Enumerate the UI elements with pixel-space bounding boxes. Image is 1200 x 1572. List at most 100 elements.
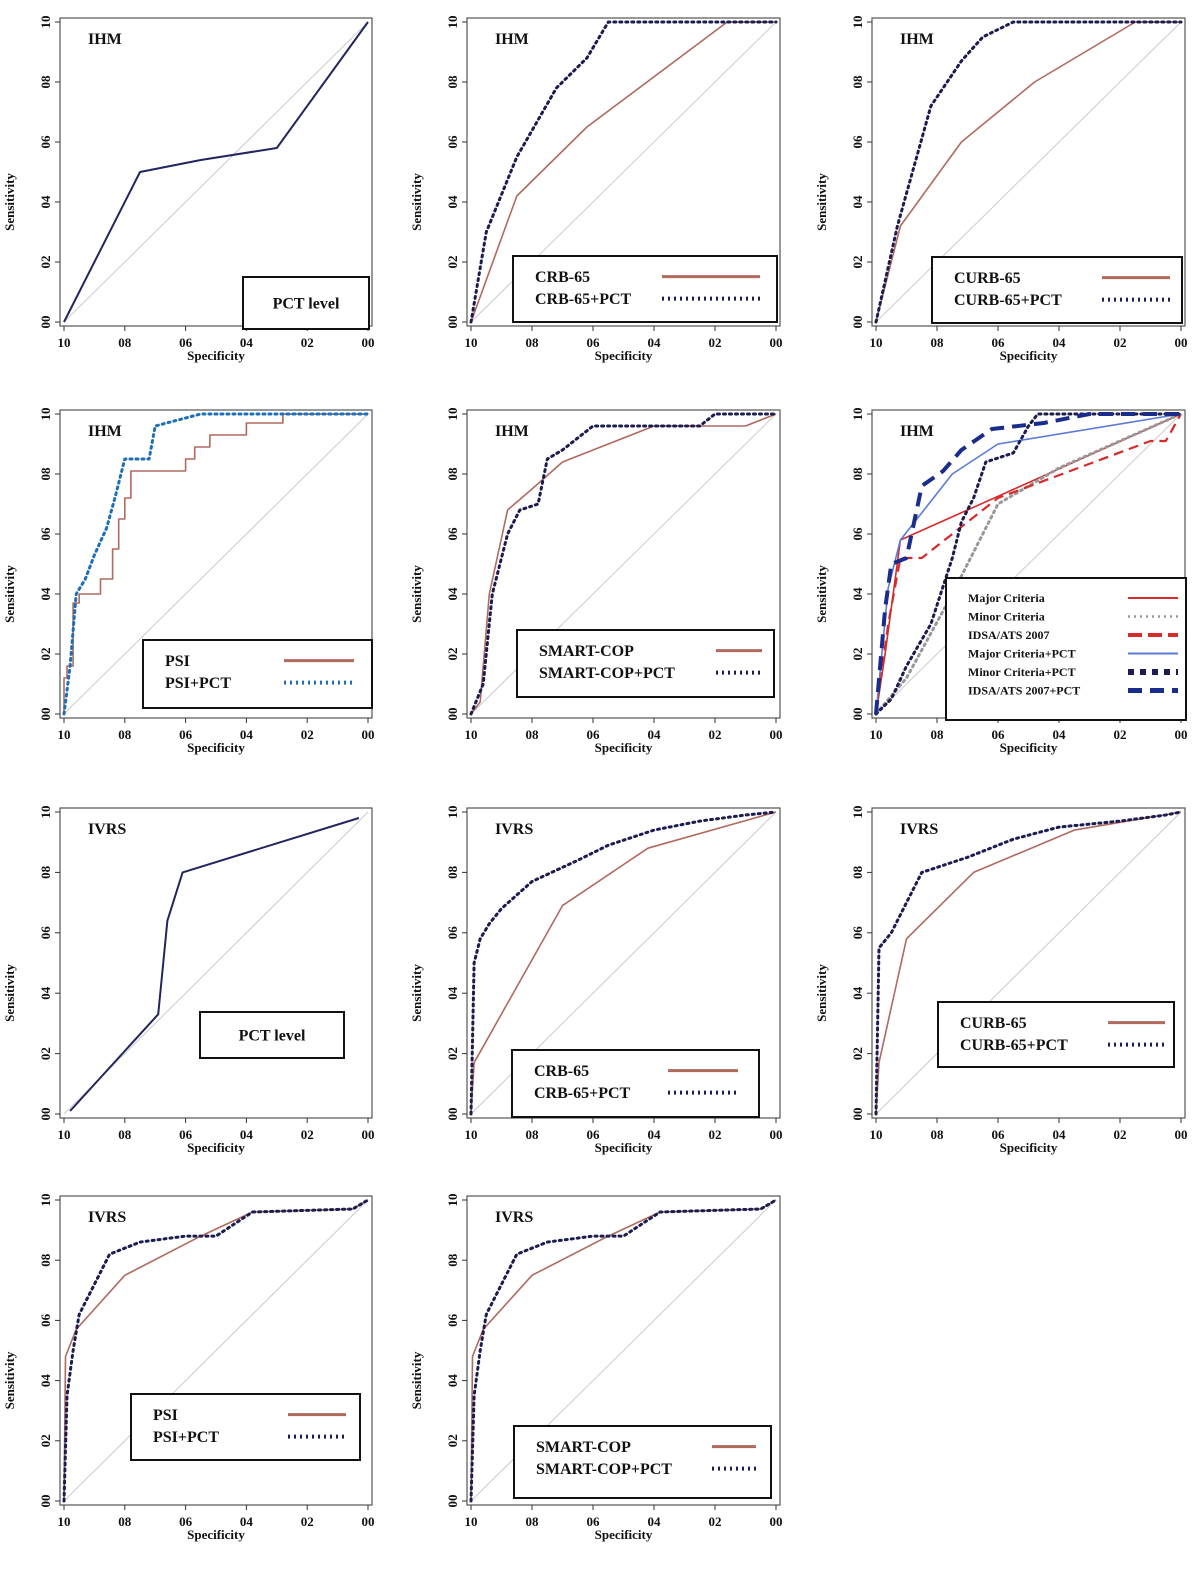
panel-title: IHM (900, 423, 934, 440)
x-axis-label: Specificity (1000, 1140, 1058, 1155)
series-line-major-criteria-pct (875, 413, 1182, 715)
x-tick-label: 10 (58, 1514, 71, 1529)
y-tick-label: 06 (445, 135, 460, 149)
x-axis-label: Specificity (187, 1527, 245, 1542)
y-tick-label: 04 (850, 195, 865, 209)
x-axis-label: Specificity (595, 1527, 653, 1542)
x-tick-label: 04 (1053, 335, 1067, 350)
legend-box (199, 1011, 345, 1059)
reference-diagonal (63, 1199, 369, 1502)
y-axis-label: Sensitivity (814, 173, 829, 231)
roc-panel-1: 10 08 06 04 02 00 00 02 04 06 08 10 Specificity Sensi… (2, 16, 375, 364)
x-tick-label: 08 (118, 1127, 132, 1142)
y-tick-label: 06 (445, 1313, 460, 1327)
legend-label: CURB-65 (960, 1015, 1027, 1032)
series-line-curb-65-pct (874, 810, 1183, 1116)
y-axis-label: Sensitivity (409, 565, 424, 623)
legend-label: CURB-65+PCT (960, 1037, 1068, 1054)
y-tick-label: 06 (445, 926, 460, 940)
y-tick-label: 00 (445, 1495, 460, 1508)
x-tick-label: 02 (1114, 1127, 1127, 1142)
x-tick-label: 08 (118, 727, 132, 742)
series-line-minor-criteria (874, 412, 1183, 716)
legend-label: IDSA/ATS 2007 (968, 628, 1049, 642)
legend-label: CRB-65 (535, 269, 590, 286)
y-tick-label: 06 (850, 527, 865, 541)
y-tick-label: 10 (38, 806, 53, 819)
legend-label: CURB-65 (954, 270, 1021, 287)
x-tick-label: 10 (465, 1514, 478, 1529)
reference-diagonal (63, 413, 369, 715)
y-tick-label: 04 (38, 1374, 53, 1388)
series-line-crb-65-pct (469, 810, 778, 1116)
y-tick-label: 04 (445, 587, 460, 601)
legend-label: SMART-COP+PCT (536, 1461, 672, 1478)
roc-panel-6: 10 08 06 04 02 00 00 02 04 06 08 10 Specificity Sensi… (814, 408, 1188, 756)
plot-frame (466, 1195, 781, 1506)
x-tick-label: 08 (118, 335, 132, 350)
plot-frame (871, 807, 1186, 1119)
panel-title: IVRS (495, 821, 533, 838)
y-axis-label: Sensitivity (409, 964, 424, 1022)
y-tick-label: 02 (445, 648, 460, 661)
legend-label: PSI+PCT (153, 1429, 219, 1446)
y-tick-label: 08 (445, 75, 460, 89)
y-tick-label: 06 (38, 926, 53, 940)
y-tick-label: 04 (445, 1374, 460, 1388)
y-tick-label: 10 (38, 16, 53, 29)
panel-title: IHM (88, 423, 122, 440)
roc-panel-9: 10 08 06 04 02 00 00 02 04 06 08 10 Specificity Sensi… (814, 806, 1188, 1156)
series-line-idsa-ats-2007-pct (874, 412, 1181, 715)
y-tick-label: 08 (445, 865, 460, 879)
legend-label: Major Criteria+PCT (968, 647, 1076, 661)
panel-title: IHM (900, 31, 934, 48)
y-tick-label: 00 (38, 1495, 53, 1508)
x-tick-label: 06 (179, 727, 193, 742)
x-tick-label: 08 (526, 335, 540, 350)
x-tick-label: 00 (770, 727, 783, 742)
reference-diagonal (63, 21, 369, 323)
y-axis-label: Sensitivity (409, 1351, 424, 1409)
legend-label: SMART-COP (536, 1439, 631, 1456)
plot-frame (59, 409, 373, 719)
x-tick-label: 08 (526, 1514, 540, 1529)
x-tick-label: 00 (362, 1127, 375, 1142)
y-tick-label: 06 (38, 1313, 53, 1327)
reference-diagonal (875, 21, 1182, 323)
y-tick-label: 02 (850, 1047, 865, 1060)
y-tick-label: 10 (445, 1194, 460, 1207)
y-tick-label: 02 (38, 648, 53, 661)
y-tick-label: 08 (38, 1253, 53, 1267)
y-tick-label: 00 (445, 1108, 460, 1121)
x-axis-label: Specificity (595, 348, 653, 363)
panel-title: IHM (88, 31, 122, 48)
series-line-crb-65 (470, 811, 777, 1115)
panel-title: IVRS (88, 1209, 126, 1226)
x-tick-label: 08 (526, 727, 540, 742)
legend-box (242, 276, 370, 330)
legend-label: PSI+PCT (165, 675, 231, 692)
legend-box (937, 1001, 1175, 1068)
reference-diagonal (63, 811, 369, 1115)
x-tick-label: 00 (362, 727, 375, 742)
y-tick-label: 08 (38, 467, 53, 481)
y-tick-label: 06 (850, 135, 865, 149)
y-tick-label: 08 (850, 865, 865, 879)
y-tick-label: 02 (38, 1434, 53, 1447)
reference-diagonal (875, 413, 1182, 715)
legend-label: PCT level (239, 1027, 306, 1044)
y-tick-label: 08 (850, 75, 865, 89)
legend-box (516, 629, 775, 698)
y-axis-label: Sensitivity (2, 173, 17, 231)
x-tick-label: 10 (870, 727, 883, 742)
x-axis-label: Specificity (187, 740, 245, 755)
x-tick-label: 10 (465, 335, 478, 350)
x-tick-label: 00 (770, 335, 783, 350)
y-tick-label: 04 (445, 195, 460, 209)
legend-label: Minor Criteria+PCT (968, 665, 1076, 679)
x-tick-label: 10 (870, 1127, 883, 1142)
y-axis-label: Sensitivity (2, 1351, 17, 1409)
x-tick-label: 00 (1175, 1127, 1188, 1142)
panel-title: IVRS (88, 821, 126, 838)
x-tick-label: 08 (931, 335, 945, 350)
